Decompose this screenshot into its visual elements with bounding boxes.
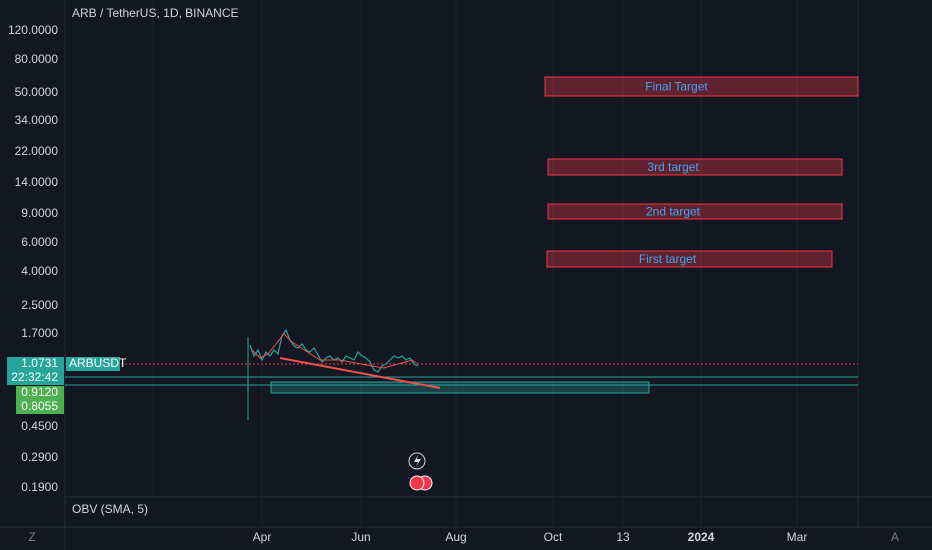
grid xyxy=(152,0,798,527)
time-label: 13 xyxy=(616,530,630,544)
symbol-title: ARB / TetherUS, 1D, BINANCE xyxy=(72,6,239,20)
target-zone xyxy=(547,203,843,220)
time-label: Oct xyxy=(544,530,563,544)
price-label: 0.2900 xyxy=(21,450,58,464)
target-label: First target xyxy=(639,252,697,266)
symbol-tag: ARBUSDT xyxy=(69,356,127,370)
targets: Final Target 3rd target 2nd target First ta… xyxy=(544,76,859,268)
time-axis: Apr Jun Aug Oct 13 2024 Mar xyxy=(253,530,808,544)
price-label: 22.0000 xyxy=(15,144,59,158)
price-label: 50.0000 xyxy=(15,85,59,99)
target-label: 2nd target xyxy=(646,205,701,219)
price-label: 14.0000 xyxy=(15,175,59,189)
time-label: Jun xyxy=(351,530,370,544)
time-label: Aug xyxy=(445,530,466,544)
level-tag xyxy=(16,386,64,400)
last-price-tag xyxy=(7,357,64,371)
time-label: 2024 xyxy=(688,530,715,544)
price-label: 0.4500 xyxy=(21,419,58,433)
candles xyxy=(247,328,441,420)
price-label: 4.0000 xyxy=(21,264,58,278)
price-label: 120.0000 xyxy=(8,23,58,37)
price-label: 2.5000 xyxy=(21,298,58,312)
corner-button[interactable]: Z xyxy=(28,530,35,544)
countdown-tag xyxy=(7,371,64,385)
last-price: 1.0731 xyxy=(21,356,58,370)
time-label: Mar xyxy=(787,530,808,544)
price-label: 34.0000 xyxy=(15,113,59,127)
event-icons xyxy=(408,452,433,491)
countdown: 22:32:42 xyxy=(11,370,58,384)
price-axis: 120.0000 80.0000 50.0000 34.0000 22.0000 14.0… xyxy=(8,23,58,494)
target-zone xyxy=(544,76,859,97)
target-zone xyxy=(546,250,833,268)
price-label: 1.7000 xyxy=(21,326,58,340)
target-zone xyxy=(547,158,843,176)
target-label: Final Target xyxy=(645,80,708,94)
trend-line xyxy=(279,357,441,389)
price-label: 0.1900 xyxy=(21,480,58,494)
level-tag xyxy=(16,400,64,414)
price-label: 6.0000 xyxy=(21,235,58,249)
symbol-tag-box xyxy=(66,357,120,371)
price-label: 80.0000 xyxy=(15,52,59,66)
corner-button[interactable]: A xyxy=(891,530,899,544)
level-price: 0.9120 xyxy=(21,385,58,399)
price-label: 9.0000 xyxy=(21,206,58,220)
support-zone xyxy=(270,381,650,394)
indicator-label[interactable]: OBV (SMA, 5) xyxy=(72,502,148,516)
level-price: 0.8055 xyxy=(21,399,58,413)
time-label: Apr xyxy=(253,530,272,544)
target-label: 3rd target xyxy=(647,160,699,174)
